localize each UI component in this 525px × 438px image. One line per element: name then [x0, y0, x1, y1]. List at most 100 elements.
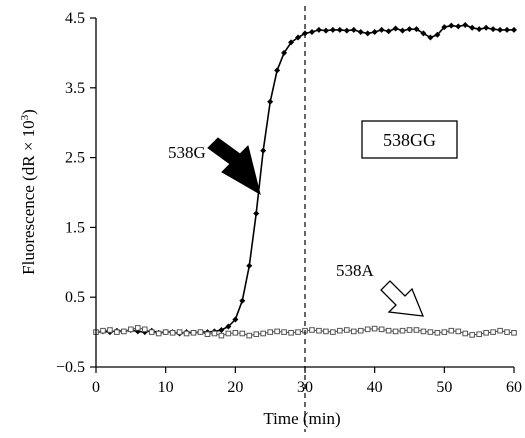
x-axis-title: Time (min) — [263, 409, 340, 428]
point-538g — [420, 30, 427, 37]
y-tick-label: 0.5 — [65, 289, 85, 306]
point-538g — [413, 26, 420, 33]
point-538g — [336, 26, 343, 33]
point-538a — [483, 329, 489, 336]
point-538g — [427, 34, 434, 41]
hollow-arrow-538a — [380, 280, 425, 317]
x-tick-label: 40 — [367, 379, 383, 396]
point-538g — [371, 28, 378, 35]
point-538a — [295, 329, 301, 335]
point-538g — [434, 31, 441, 38]
point-538a — [323, 328, 329, 335]
x-tick-label: 20 — [227, 379, 243, 396]
genotype-label: 538GG — [383, 130, 436, 150]
point-538g — [274, 67, 281, 74]
point-538a — [504, 329, 510, 335]
point-538a — [309, 327, 315, 333]
point-538a — [490, 329, 496, 335]
point-538g — [239, 297, 246, 304]
point-538g — [455, 23, 462, 30]
point-538g — [385, 28, 392, 35]
point-538a — [420, 328, 427, 335]
point-538g — [378, 26, 385, 33]
annotation-538a: 538A — [336, 261, 375, 280]
point-538a — [176, 329, 183, 335]
point-538a — [183, 330, 190, 337]
x-tick-label: 10 — [158, 379, 174, 396]
point-538a — [169, 329, 176, 336]
point-538a — [406, 327, 413, 333]
point-538a — [462, 330, 469, 337]
point-538a — [385, 327, 392, 334]
point-538a — [448, 327, 455, 334]
point-538a — [392, 328, 399, 335]
point-538a — [337, 327, 343, 334]
point-538g — [343, 27, 350, 34]
point-538a — [253, 331, 260, 337]
point-538a — [155, 330, 162, 337]
point-538a — [239, 330, 246, 337]
point-538a — [281, 329, 287, 335]
point-538a — [148, 329, 155, 335]
point-538g — [476, 26, 483, 33]
point-538a — [413, 327, 420, 333]
point-538g — [357, 28, 364, 35]
point-538a — [441, 329, 448, 335]
x-tick-label: 50 — [436, 379, 452, 396]
y-axis-title-close: ) — [19, 109, 38, 115]
point-538g — [511, 26, 517, 33]
point-538a — [344, 327, 350, 333]
point-538g — [490, 26, 497, 33]
x-tick-label: 0 — [92, 379, 100, 396]
y-tick-label: 4.5 — [65, 10, 85, 27]
point-538g — [253, 210, 260, 217]
point-538a — [225, 330, 232, 337]
point-538a — [330, 329, 336, 335]
point-538g — [462, 21, 469, 28]
point-538a — [128, 326, 134, 333]
filled-arrow-538g — [207, 137, 261, 196]
point-538g — [295, 34, 302, 41]
point-538g — [399, 27, 406, 34]
point-538g — [218, 327, 225, 334]
point-538g — [406, 26, 413, 33]
y-tick-label: −0.5 — [56, 359, 85, 376]
y-axis-title-exponent: 3 — [19, 114, 31, 120]
point-538a — [399, 327, 406, 334]
point-538a — [211, 330, 218, 337]
x-tick-label: 60 — [506, 379, 522, 396]
point-538g — [288, 39, 295, 46]
point-538g — [448, 22, 455, 29]
point-538a — [232, 329, 239, 336]
point-538a — [371, 325, 378, 332]
point-538g — [483, 24, 490, 31]
point-538a — [511, 329, 517, 336]
y-axis-title: Fluorescence (dR × 103) — [19, 109, 38, 275]
y-tick-label: 3.5 — [65, 80, 85, 97]
ticks-layer: 0 10 20 30 40 50 60−0.50.51.52.53.54.5 — [56, 10, 522, 396]
point-538g — [308, 28, 315, 35]
point-538g — [497, 26, 504, 33]
point-538a — [218, 332, 225, 339]
point-538g — [225, 323, 232, 330]
point-538a — [316, 327, 322, 334]
genotype-label-box — [361, 120, 458, 159]
point-538g — [469, 24, 476, 31]
annotation-538g: 538G — [168, 143, 206, 162]
point-538a — [427, 329, 434, 335]
point-538a — [197, 329, 204, 335]
point-538a — [350, 328, 357, 335]
y-tick-label: 2.5 — [65, 150, 85, 167]
point-538a — [267, 329, 273, 335]
point-538a — [100, 327, 106, 334]
point-538a — [260, 330, 266, 337]
point-538g — [364, 30, 371, 37]
point-538g — [322, 27, 329, 34]
point-538g — [441, 24, 448, 31]
point-538a — [162, 329, 169, 335]
point-538a — [434, 329, 441, 336]
point-538a — [246, 332, 253, 339]
point-538g — [329, 26, 336, 33]
point-538a — [114, 329, 120, 335]
